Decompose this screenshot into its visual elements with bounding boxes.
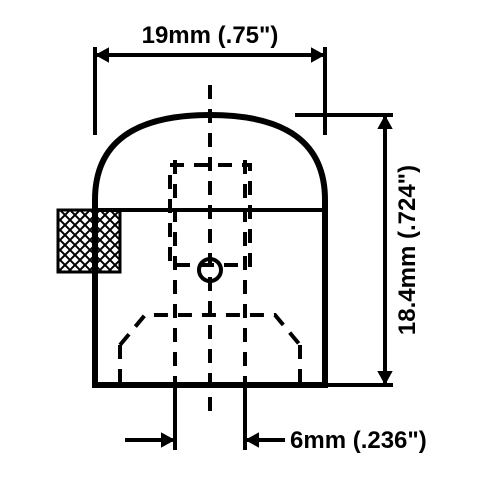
- arrowhead: [95, 47, 109, 62]
- arrowhead: [161, 432, 175, 447]
- dim-label-height: 18.4mm (.724"): [394, 165, 421, 335]
- arrowhead: [311, 47, 325, 62]
- knurl-hatch: [58, 210, 120, 272]
- part-outline: [95, 115, 325, 385]
- arrowhead: [377, 371, 392, 385]
- dimension-drawing: 19mm (.75") 18.4mm (.724") 6mm (.236"): [0, 0, 500, 500]
- arrowhead: [377, 115, 392, 129]
- dim-label-shaft: 6mm (.236"): [290, 427, 427, 454]
- dim-label-width: 19mm (.75"): [142, 22, 279, 49]
- arrowhead: [245, 432, 259, 447]
